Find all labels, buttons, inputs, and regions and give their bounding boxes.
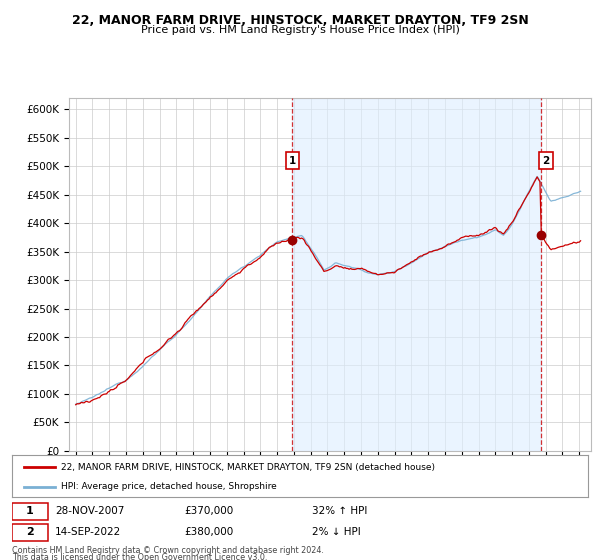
Text: 2: 2 [26,528,34,538]
Text: Price paid vs. HM Land Registry's House Price Index (HPI): Price paid vs. HM Land Registry's House … [140,25,460,35]
Text: This data is licensed under the Open Government Licence v3.0.: This data is licensed under the Open Gov… [12,553,268,560]
Text: 14-SEP-2022: 14-SEP-2022 [55,528,121,538]
Text: HPI: Average price, detached house, Shropshire: HPI: Average price, detached house, Shro… [61,482,277,491]
Text: 22, MANOR FARM DRIVE, HINSTOCK, MARKET DRAYTON, TF9 2SN (detached house): 22, MANOR FARM DRIVE, HINSTOCK, MARKET D… [61,463,435,472]
Text: 2: 2 [542,156,550,166]
FancyBboxPatch shape [12,503,48,520]
Text: £380,000: £380,000 [185,528,234,538]
Text: 28-NOV-2007: 28-NOV-2007 [55,506,125,516]
Text: 2% ↓ HPI: 2% ↓ HPI [311,528,360,538]
Text: 1: 1 [289,156,296,166]
FancyBboxPatch shape [12,524,48,541]
Text: 22, MANOR FARM DRIVE, HINSTOCK, MARKET DRAYTON, TF9 2SN: 22, MANOR FARM DRIVE, HINSTOCK, MARKET D… [71,14,529,27]
Bar [292,98,541,451]
Text: 1: 1 [26,506,34,516]
Text: Contains HM Land Registry data © Crown copyright and database right 2024.: Contains HM Land Registry data © Crown c… [12,546,324,555]
Text: 32% ↑ HPI: 32% ↑ HPI [311,506,367,516]
Text: £370,000: £370,000 [185,506,234,516]
